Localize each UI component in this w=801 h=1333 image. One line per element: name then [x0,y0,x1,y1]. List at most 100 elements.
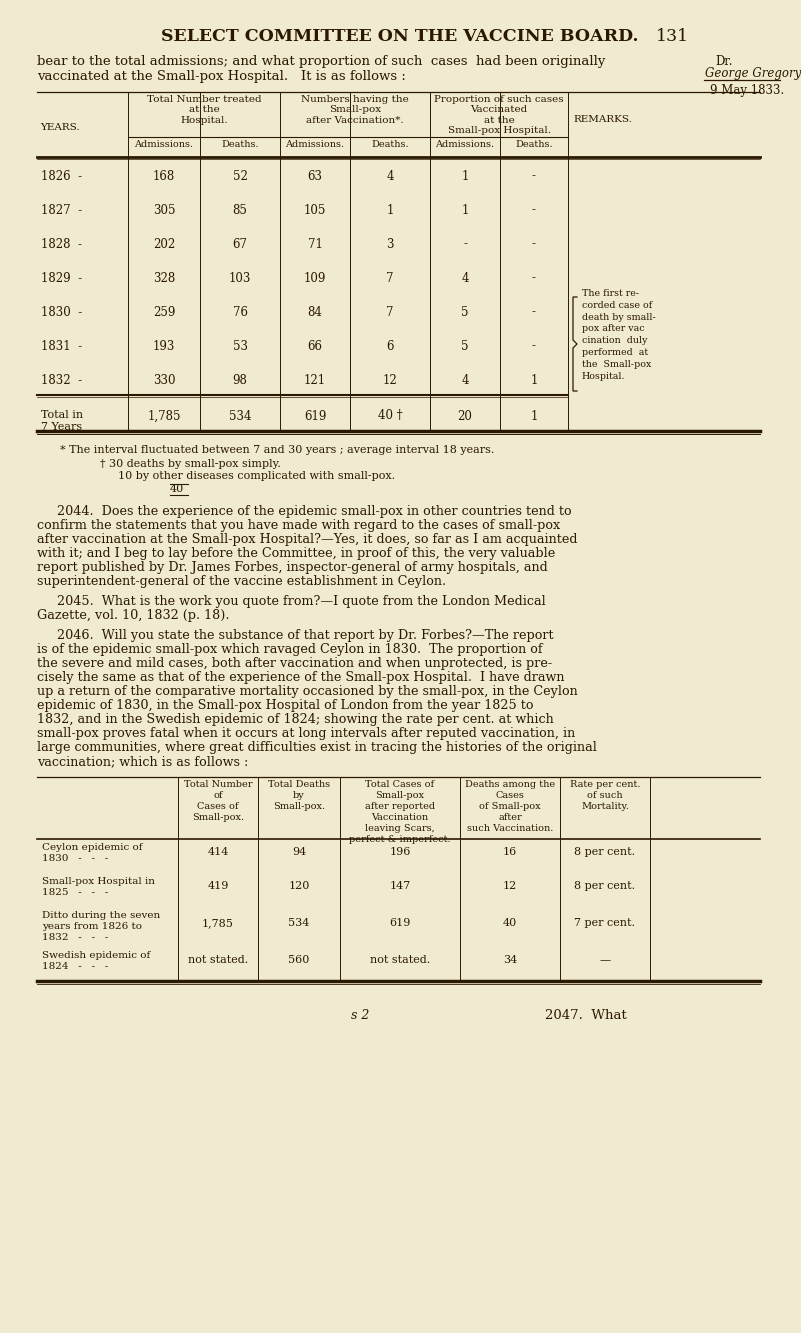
Text: vaccinated at the Small-pox Hospital.   It is as follows :: vaccinated at the Small-pox Hospital. It… [37,71,406,83]
Text: 1825   -   -   -: 1825 - - - [42,888,108,897]
Text: —: — [599,954,610,965]
Text: Admissions.: Admissions. [135,140,194,149]
Text: Ditto during the seven: Ditto during the seven [42,910,160,920]
Text: 4: 4 [461,272,469,284]
Text: 534: 534 [229,409,252,423]
Text: 1832  -: 1832 - [41,373,83,387]
Text: 40: 40 [170,484,184,495]
Text: 202: 202 [153,237,175,251]
Text: -: - [532,340,536,352]
Text: s 2: s 2 [351,1009,369,1022]
Text: 2046.  Will you state the substance of that report by Dr. Forbes?—The report: 2046. Will you state the substance of th… [57,629,553,643]
Text: 121: 121 [304,373,326,387]
Text: 619: 619 [304,409,326,423]
Text: Deaths.: Deaths. [515,140,553,149]
Text: SELECT COMMITTEE ON THE VACCINE BOARD.: SELECT COMMITTEE ON THE VACCINE BOARD. [161,28,638,45]
Text: 168: 168 [153,169,175,183]
Text: 2044.  Does the experience of the epidemic small-pox in other countries tend to: 2044. Does the experience of the epidemi… [57,505,572,519]
Text: 131: 131 [656,28,689,45]
Text: 328: 328 [153,272,175,284]
Text: 1,785: 1,785 [147,409,181,423]
Text: 4: 4 [386,169,394,183]
Text: YEARS.: YEARS. [40,123,79,132]
Text: Ceylon epidemic of: Ceylon epidemic of [42,842,143,852]
Text: 52: 52 [232,169,248,183]
Text: 7: 7 [386,272,394,284]
Text: Numbers having the
Small-pox
after Vaccination*.: Numbers having the Small-pox after Vacci… [301,95,409,125]
Text: not stated.: not stated. [188,954,248,965]
Text: 94: 94 [292,846,306,857]
Text: up a return of the comparative mortality occasioned by the small-pox, in the Cey: up a return of the comparative mortality… [37,685,578,698]
Text: 40 †: 40 † [378,409,402,423]
Text: 6: 6 [386,340,394,352]
Text: * The interval fluctuated between 7 and 30 years ; average interval 18 years.: * The interval fluctuated between 7 and … [60,445,494,455]
Text: 7 per cent.: 7 per cent. [574,918,635,928]
Text: 8 per cent.: 8 per cent. [574,846,635,857]
Text: 1826  -: 1826 - [41,169,83,183]
Text: Small-pox Hospital in: Small-pox Hospital in [42,877,155,886]
Text: 66: 66 [308,340,323,352]
Text: 560: 560 [288,954,310,965]
Text: 2045.  What is the work you quote from?—I quote from the London Medical: 2045. What is the work you quote from?—I… [57,595,545,608]
Text: small-pox proves fatal when it occurs at long intervals after reputed vaccinatio: small-pox proves fatal when it occurs at… [37,726,575,740]
Text: 2047.  What: 2047. What [545,1009,626,1022]
Text: 120: 120 [288,881,310,890]
Text: 12: 12 [383,373,397,387]
Text: 1: 1 [461,169,469,183]
Text: -: - [532,204,536,216]
Text: 67: 67 [232,237,248,251]
Text: 414: 414 [207,846,229,857]
Text: George Gregory.: George Gregory. [705,67,801,80]
Text: Deaths among the
Cases
of Small-pox
after
such Vaccination.: Deaths among the Cases of Small-pox afte… [465,780,555,833]
Text: -: - [532,237,536,251]
Text: is of the epidemic small-pox which ravaged Ceylon in 1830.  The proportion of: is of the epidemic small-pox which ravag… [37,643,542,656]
Text: 1: 1 [530,409,537,423]
Text: 9 May 1833.: 9 May 1833. [710,84,784,97]
Text: Total Number
of
Cases of
Small-pox.: Total Number of Cases of Small-pox. [183,780,252,822]
Text: -: - [532,272,536,284]
Text: Total Number treated
at the
Hospital.: Total Number treated at the Hospital. [147,95,261,125]
Text: Total Cases of
Small-pox
after reported
Vaccination
leaving Scars,
perfect & imp: Total Cases of Small-pox after reported … [349,780,451,845]
Text: -: - [463,237,467,251]
Text: Admissions.: Admissions. [436,140,494,149]
Text: vaccination; which is as follows :: vaccination; which is as follows : [37,754,248,768]
Text: Proportion of such cases
Vaccinated
at the
Small-pox Hospital.: Proportion of such cases Vaccinated at t… [434,95,564,135]
Text: 10 by other diseases complicated with small-pox.: 10 by other diseases complicated with sm… [118,471,395,481]
Text: 619: 619 [389,918,411,928]
Text: 1831  -: 1831 - [41,340,83,352]
Text: the severe and mild cases, both after vaccination and when unprotected, is pre-: the severe and mild cases, both after va… [37,657,552,670]
Text: 98: 98 [232,373,248,387]
Text: 1,785: 1,785 [202,918,234,928]
Text: 330: 330 [153,373,175,387]
Text: 71: 71 [308,237,323,251]
Text: 12: 12 [503,881,517,890]
Text: 1824   -   -   -: 1824 - - - [42,962,108,970]
Text: 1: 1 [386,204,393,216]
Text: 103: 103 [229,272,252,284]
Text: 3: 3 [386,237,394,251]
Text: report published by Dr. James Forbes, inspector-general of army hospitals, and: report published by Dr. James Forbes, in… [37,561,548,575]
Text: 109: 109 [304,272,326,284]
Text: Gazette, vol. 10, 1832 (p. 18).: Gazette, vol. 10, 1832 (p. 18). [37,609,230,623]
Text: 4: 4 [461,373,469,387]
Text: 76: 76 [232,305,248,319]
Text: cisely the same as that of the experience of the Small-pox Hospital.  I have dra: cisely the same as that of the experienc… [37,670,565,684]
Text: -: - [532,169,536,183]
Text: 147: 147 [389,881,411,890]
Text: 305: 305 [153,204,175,216]
Text: The first re-
corded case of
death by small-
pox after vac
cination  duly
perfor: The first re- corded case of death by sm… [582,289,656,381]
Text: 16: 16 [503,846,517,857]
Text: 1829  -: 1829 - [41,272,83,284]
Text: 85: 85 [232,204,248,216]
Text: 1830  -: 1830 - [41,305,83,319]
Text: Total Deaths
by
Small-pox.: Total Deaths by Small-pox. [268,780,330,812]
Text: years from 1826 to: years from 1826 to [42,922,142,930]
Text: † 30 deaths by small-pox simply.: † 30 deaths by small-pox simply. [100,459,281,469]
Text: 419: 419 [207,881,229,890]
Text: with it; and I beg to lay before the Committee, in proof of this, the very valua: with it; and I beg to lay before the Com… [37,547,555,560]
Text: 5: 5 [461,305,469,319]
Text: 1: 1 [530,373,537,387]
Text: Deaths.: Deaths. [221,140,259,149]
Text: 40: 40 [503,918,517,928]
Text: 34: 34 [503,954,517,965]
